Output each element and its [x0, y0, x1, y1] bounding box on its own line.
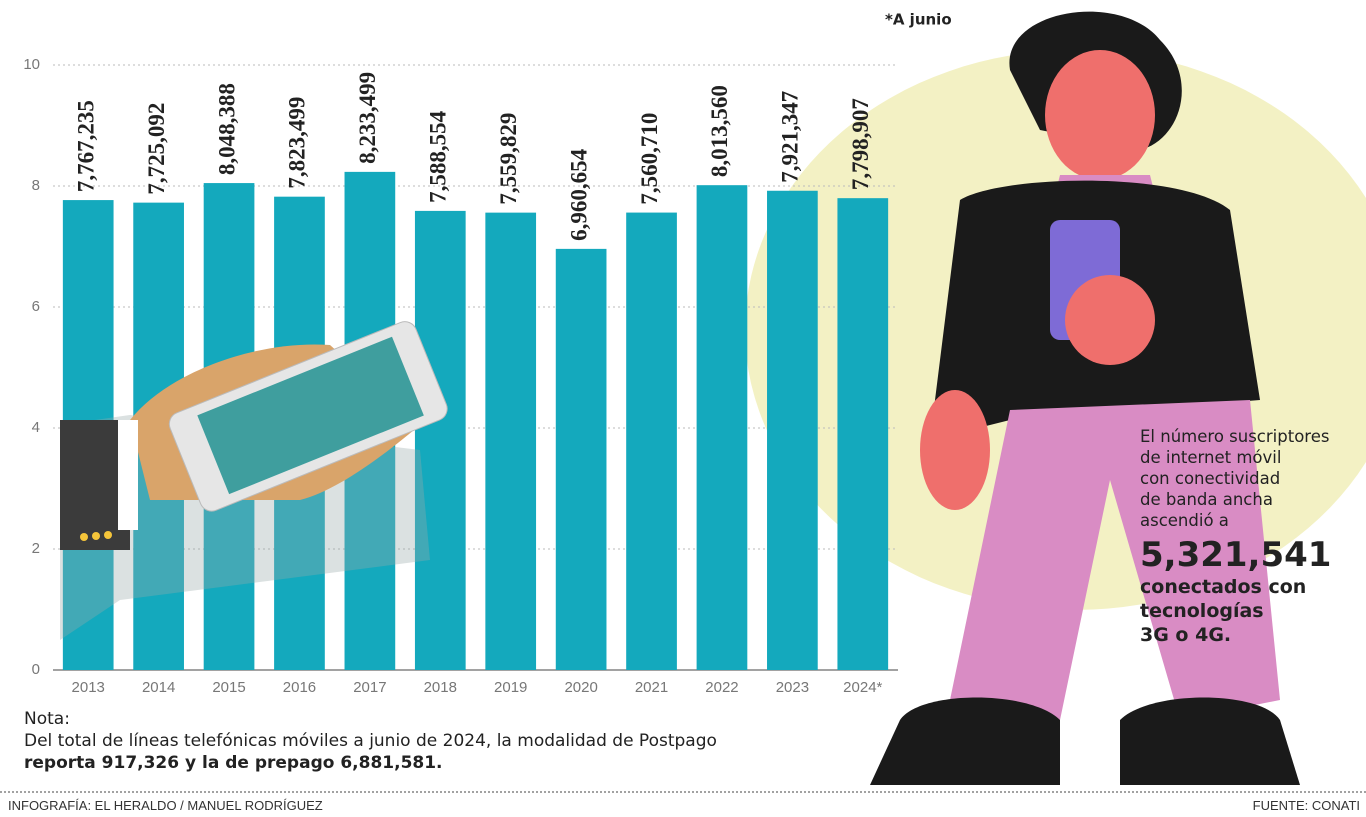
note-heading: Nota: — [24, 708, 717, 730]
callout-line: ascendió a — [1140, 510, 1331, 531]
note: Nota: Del total de líneas telefónicas mó… — [24, 708, 717, 774]
value-label: 8,013,560 — [707, 85, 732, 177]
y-tick-label: 4 — [32, 419, 40, 436]
x-tick-label: 2022 — [705, 679, 738, 696]
value-label: 7,559,829 — [496, 113, 521, 205]
x-tick-label: 2019 — [494, 679, 527, 696]
value-label: 7,767,235 — [73, 100, 98, 192]
chart: 0 2 4 6 8 10 2013 7,767,235 2014 7,725,092 2015 8,0… — [0, 0, 1366, 817]
bar — [556, 249, 607, 670]
callout-line: con conectividad — [1140, 468, 1331, 489]
x-tick-label: 2013 — [72, 679, 105, 696]
note-line: reporta 917,326 y la de prepago 6,881,58… — [24, 752, 717, 774]
bar — [767, 191, 818, 670]
y-tick-label: 2 — [32, 540, 40, 557]
callout-line: El número suscriptores — [1140, 426, 1331, 447]
value-label: 7,560,710 — [637, 113, 662, 205]
bar — [415, 211, 466, 670]
callout-line: de banda ancha — [1140, 489, 1331, 510]
x-tick-label: 2024* — [843, 679, 882, 696]
value-label: 8,233,499 — [355, 72, 380, 164]
bar — [697, 185, 748, 670]
bar — [626, 213, 677, 670]
callout-caption: 3G o 4G. — [1140, 623, 1331, 647]
note-line: Del total de líneas telefónicas móviles … — [24, 730, 717, 752]
x-tick-label: 2021 — [635, 679, 668, 696]
callout-caption: conectados con — [1140, 575, 1331, 599]
value-label: 6,960,654 — [566, 148, 591, 241]
bar — [485, 213, 536, 670]
page: 0 2 4 6 8 10 2013 7,767,235 2014 7,725,092 2015 8,0… — [0, 0, 1366, 817]
y-tick-label: 6 — [32, 298, 40, 315]
x-tick-label: 2015 — [212, 679, 245, 696]
callout-figure: 5,321,541 — [1140, 535, 1331, 575]
x-tick-label: 2014 — [142, 679, 175, 696]
x-tick-label: 2018 — [424, 679, 457, 696]
value-label: 7,823,499 — [285, 97, 310, 189]
value-label: 7,588,554 — [426, 110, 451, 202]
value-label: 7,921,347 — [778, 91, 803, 183]
value-label: 8,048,388 — [214, 83, 239, 175]
callout-line: de internet móvil — [1140, 447, 1331, 468]
credit: INFOGRAFÍA: EL HERALDO / MANUEL RODRÍGUE… — [8, 798, 323, 813]
bar — [837, 198, 888, 670]
x-tick-label: 2020 — [564, 679, 597, 696]
annotation: *A junio — [885, 11, 952, 29]
callout-caption: tecnologías — [1140, 599, 1331, 623]
y-tick-label: 0 — [32, 661, 40, 678]
source: FUENTE: CONATI — [1253, 798, 1360, 813]
x-tick-label: 2023 — [776, 679, 809, 696]
value-label: 7,725,092 — [144, 103, 169, 195]
value-label: 7,798,907 — [848, 98, 873, 190]
x-tick-label: 2017 — [353, 679, 386, 696]
x-tick-label: 2016 — [283, 679, 316, 696]
y-tick-label: 8 — [32, 177, 40, 194]
y-tick-label: 10 — [23, 56, 40, 73]
